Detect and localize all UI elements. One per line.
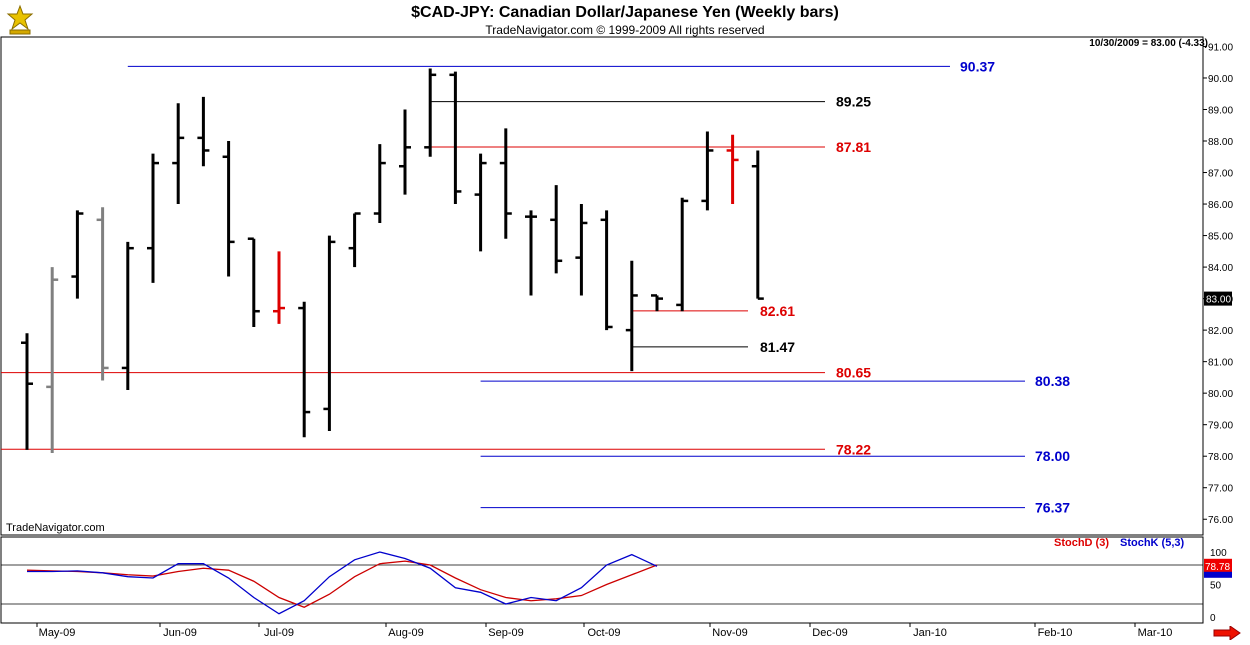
y-tick-label: 91.00: [1208, 42, 1233, 53]
level-label: 81.47: [760, 339, 795, 355]
y-tick-label: 78.00: [1208, 452, 1233, 463]
ohlc-bar: [575, 204, 588, 296]
osc-tick-label: 0: [1210, 613, 1216, 624]
y-tick-label: 79.00: [1208, 421, 1233, 432]
osc-tick-label: 100: [1210, 548, 1227, 559]
chart-subtitle: TradeNavigator.com © 1999-2009 All right…: [485, 23, 765, 37]
scroll-right-arrow-icon[interactable]: [1212, 625, 1242, 641]
y-tick-label: 77.00: [1208, 484, 1233, 495]
ohlc-bar: [701, 131, 714, 211]
x-tick-label: Nov-09: [712, 627, 747, 639]
y-tick-label: 88.00: [1208, 137, 1233, 148]
ohlc-bar: [651, 294, 663, 312]
ohlc-bar: [449, 71, 462, 205]
ohlc-bar: [21, 333, 33, 450]
tradenavigator-logo-icon: [4, 4, 36, 36]
ohlc-bar: [247, 237, 260, 327]
y-tick-label: 80.00: [1208, 389, 1233, 400]
time-axis: May-09 Jun-09 Jul-09 Aug-09 Sep-09 Oct-09 Nov-…: [36, 623, 1173, 639]
level-label: 80.38: [1035, 373, 1070, 389]
osc-value-label: 78.78: [1205, 562, 1230, 573]
ohlc-bar: [147, 153, 159, 283]
y-tick-label: 84.00: [1208, 263, 1233, 274]
x-tick-label: Oct-09: [587, 627, 620, 639]
ohlc-bar: [323, 235, 336, 431]
ohlc-bar: [676, 197, 689, 312]
level-label: 87.81: [836, 139, 871, 155]
ohlc-bar: [424, 68, 437, 157]
osc-value-box-k: [1204, 571, 1232, 578]
x-tick-label: Sep-09: [488, 627, 523, 639]
ohlc-bar: [71, 210, 84, 299]
level-label: 80.65: [836, 365, 871, 381]
ohlc-bar: [273, 251, 285, 324]
ohlc-bar: [96, 207, 109, 381]
ohlc-bar: [399, 109, 411, 195]
y-tick-label: 82.00: [1208, 326, 1233, 337]
oscillator-panel: [0, 536, 1204, 624]
ohlc-bar: [726, 134, 739, 205]
x-tick-label: Aug-09: [388, 627, 423, 639]
ohlc-bar: [550, 185, 563, 274]
y-tick-label: 89.00: [1208, 105, 1233, 116]
x-tick-label: Jan-10: [913, 627, 947, 639]
ohlc-bar: [474, 153, 487, 252]
stochd-legend: StochD (3): [1054, 537, 1109, 549]
osc-tick-label: 50: [1210, 581, 1222, 592]
level-label: 76.37: [1035, 500, 1070, 516]
price-bars: 83.00: [21, 68, 1232, 454]
last-price-info: 10/30/2009 = 83.00 (-4.33): [1089, 38, 1208, 49]
x-tick-label: Mar-10: [1138, 627, 1173, 639]
ohlc-bar: [600, 210, 613, 331]
ohlc-bar: [197, 96, 210, 167]
chart-title: $CAD-JPY: Canadian Dollar/Japanese Yen (…: [411, 4, 839, 21]
ohlc-bar: [525, 210, 537, 296]
y-tick-label: 85.00: [1208, 232, 1233, 243]
level-label: 82.61: [760, 303, 795, 319]
x-tick-label: Feb-10: [1038, 627, 1073, 639]
price-axis: 76.00 77.00 78.00 79.00 80.00 81.00 82.00 83.00…: [1203, 42, 1233, 526]
ohlc-bar: [348, 212, 361, 268]
x-tick-label: May-09: [39, 627, 76, 639]
level-lines: 90.37 89.25 87.81 82.61 81.47 80.65 80.38 78.22…: [1, 58, 1070, 516]
ohlc-bar: [121, 241, 134, 391]
ohlc-bar: [298, 301, 311, 438]
ohlc-bar: [751, 150, 764, 300]
last-price-box: [1204, 291, 1232, 306]
level-label: 90.37: [960, 58, 995, 74]
level-label: 89.25: [836, 94, 871, 110]
stochd-line: [26, 560, 658, 608]
stochk-legend: StochK (5,3): [1120, 537, 1185, 549]
last-price-label: 83.00: [1206, 295, 1231, 306]
stochk-line: [27, 551, 658, 615]
oscillator-lines: 100 50 0 78.78: [1, 548, 1232, 624]
level-label: 78.00: [1035, 448, 1070, 464]
x-tick-label: Jun-09: [163, 627, 197, 639]
ohlc-bar: [172, 103, 185, 205]
y-tick-label: 90.00: [1208, 74, 1233, 85]
y-tick-label: 87.00: [1208, 169, 1233, 180]
level-label: 78.22: [836, 441, 871, 457]
ohlc-bar: [222, 141, 235, 277]
x-tick-label: Jul-09: [264, 627, 294, 639]
price-panel: [0, 36, 1204, 536]
ohlc-bar: [499, 128, 512, 239]
ohlc-bar: [373, 144, 386, 223]
watermark: TradeNavigator.com: [6, 522, 105, 534]
y-tick-label: 86.00: [1208, 200, 1233, 211]
ohlc-bar: [625, 260, 638, 372]
ohlc-bar: [46, 267, 59, 454]
y-tick-label: 81.00: [1208, 358, 1233, 369]
y-tick-label: 76.00: [1208, 515, 1233, 526]
osc-value-box: [1204, 558, 1232, 573]
x-tick-label: Dec-09: [812, 627, 847, 639]
